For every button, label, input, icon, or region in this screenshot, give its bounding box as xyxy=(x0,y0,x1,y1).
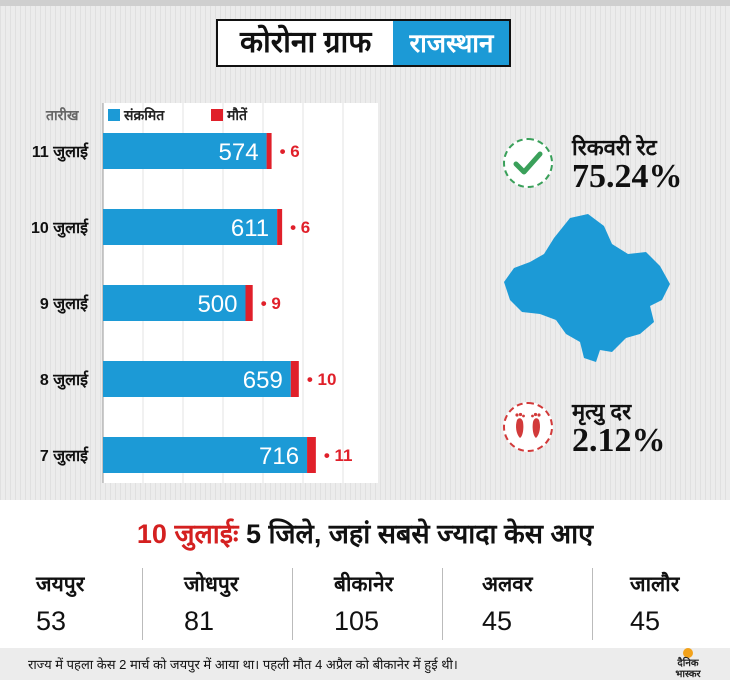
footnote-bar: राज्य में पहला केस 2 मार्च को जयपुर में … xyxy=(0,648,730,680)
headline-text: 5 जिले, जहां सबसे ज्यादा केस आए xyxy=(238,519,594,549)
infected-value-label: 716 xyxy=(259,443,299,470)
bar-infected xyxy=(103,361,291,397)
district-name: जालौर xyxy=(630,573,680,596)
district-value: 81 xyxy=(184,606,215,636)
legend-label-deaths: मौतें xyxy=(226,107,248,123)
district-value: 45 xyxy=(482,606,513,636)
legend-swatch-infected xyxy=(108,109,120,121)
bar-infected xyxy=(103,437,308,473)
infected-value-label: 574 xyxy=(219,139,259,166)
category-label: 8 जुलाई xyxy=(40,370,89,390)
bar-deaths xyxy=(307,437,316,473)
bar-deaths xyxy=(245,285,253,321)
axis-header: तारीख xyxy=(45,107,79,123)
bar-deaths xyxy=(290,361,299,397)
brand-logo: दैनिक भास्कर xyxy=(660,648,716,680)
title-box: कोरोना ग्राफ राजस्थान xyxy=(216,19,512,67)
district-name: जयपुर xyxy=(36,573,85,596)
divider xyxy=(442,568,443,640)
logo-line-2: भास्कर xyxy=(675,669,701,680)
mortality-value: 2.12% xyxy=(572,422,666,459)
deaths-value-label: • 10 xyxy=(307,370,337,389)
top-strip xyxy=(0,0,730,6)
district-value: 105 xyxy=(334,606,380,636)
recovery-badge xyxy=(503,138,553,188)
footnote: राज्य में पहला केस 2 मार्च को जयपुर में … xyxy=(28,657,458,672)
district-item: जालौर 45 xyxy=(630,570,679,642)
district-item: बीकानेर 105 xyxy=(334,570,393,642)
district-name: जोधपुर xyxy=(184,573,239,596)
infected-value-label: 659 xyxy=(243,367,283,394)
district-value: 53 xyxy=(36,606,67,636)
districts-headline: 10 जुलाईः 5 जिले, जहां सबसे ज्यादा केस आ… xyxy=(0,514,730,551)
headline-date: 10 जुलाईः xyxy=(136,519,239,549)
category-label: 10 जुलाई xyxy=(31,218,89,238)
infected-value-label: 611 xyxy=(231,215,269,242)
district-name: अलवर xyxy=(482,573,533,596)
region-tag: राजस्थान xyxy=(393,21,510,65)
district-name: बीकानेर xyxy=(334,573,394,596)
bar-deaths xyxy=(266,133,272,169)
bar-chart: तारीख संक्रमित मौतें 11 जुलाई 574 • 6 10 जुलाई… xyxy=(31,103,378,483)
legend-label-infected: संक्रमित xyxy=(123,107,165,123)
deaths-value-label: • 11 xyxy=(324,446,353,465)
bar-infected xyxy=(103,133,267,169)
category-label: 7 जुलाई xyxy=(40,446,89,466)
district-item: जोधपुर 81 xyxy=(184,570,238,642)
rajasthan-map xyxy=(504,214,670,362)
districts-panel: 10 जुलाईः 5 जिले, जहां सबसे ज्यादा केस आ… xyxy=(0,500,730,680)
bar-infected xyxy=(103,209,278,245)
district-value: 45 xyxy=(630,606,661,636)
category-label: 11 जुलाई xyxy=(32,142,89,162)
logo-sun-icon xyxy=(683,648,693,658)
logo-line-1: दैनिक xyxy=(677,658,699,669)
infected-value-label: 500 xyxy=(197,291,237,318)
deaths-value-label: • 6 xyxy=(280,142,300,161)
recovery-value: 75.24% xyxy=(572,158,683,195)
district-item: अलवर 45 xyxy=(482,570,533,642)
check-icon xyxy=(513,151,543,175)
footprints-icon xyxy=(515,412,541,438)
mortality-badge xyxy=(503,402,553,452)
deaths-value-label: • 9 xyxy=(261,294,281,313)
divider xyxy=(142,568,143,640)
bar-deaths xyxy=(277,209,283,245)
divider xyxy=(292,568,293,640)
divider xyxy=(592,568,593,640)
bar-infected xyxy=(103,285,246,321)
district-item: जयपुर 53 xyxy=(36,570,84,642)
mortality-label: मृत्यु दर xyxy=(572,399,632,424)
legend-swatch-deaths xyxy=(211,109,223,121)
recovery-label: रिकवरी रेट xyxy=(572,135,657,160)
deaths-value-label: • 6 xyxy=(290,218,310,237)
category-label: 9 जुलाई xyxy=(40,294,89,314)
page-title: कोरोना ग्राफ xyxy=(240,26,372,59)
